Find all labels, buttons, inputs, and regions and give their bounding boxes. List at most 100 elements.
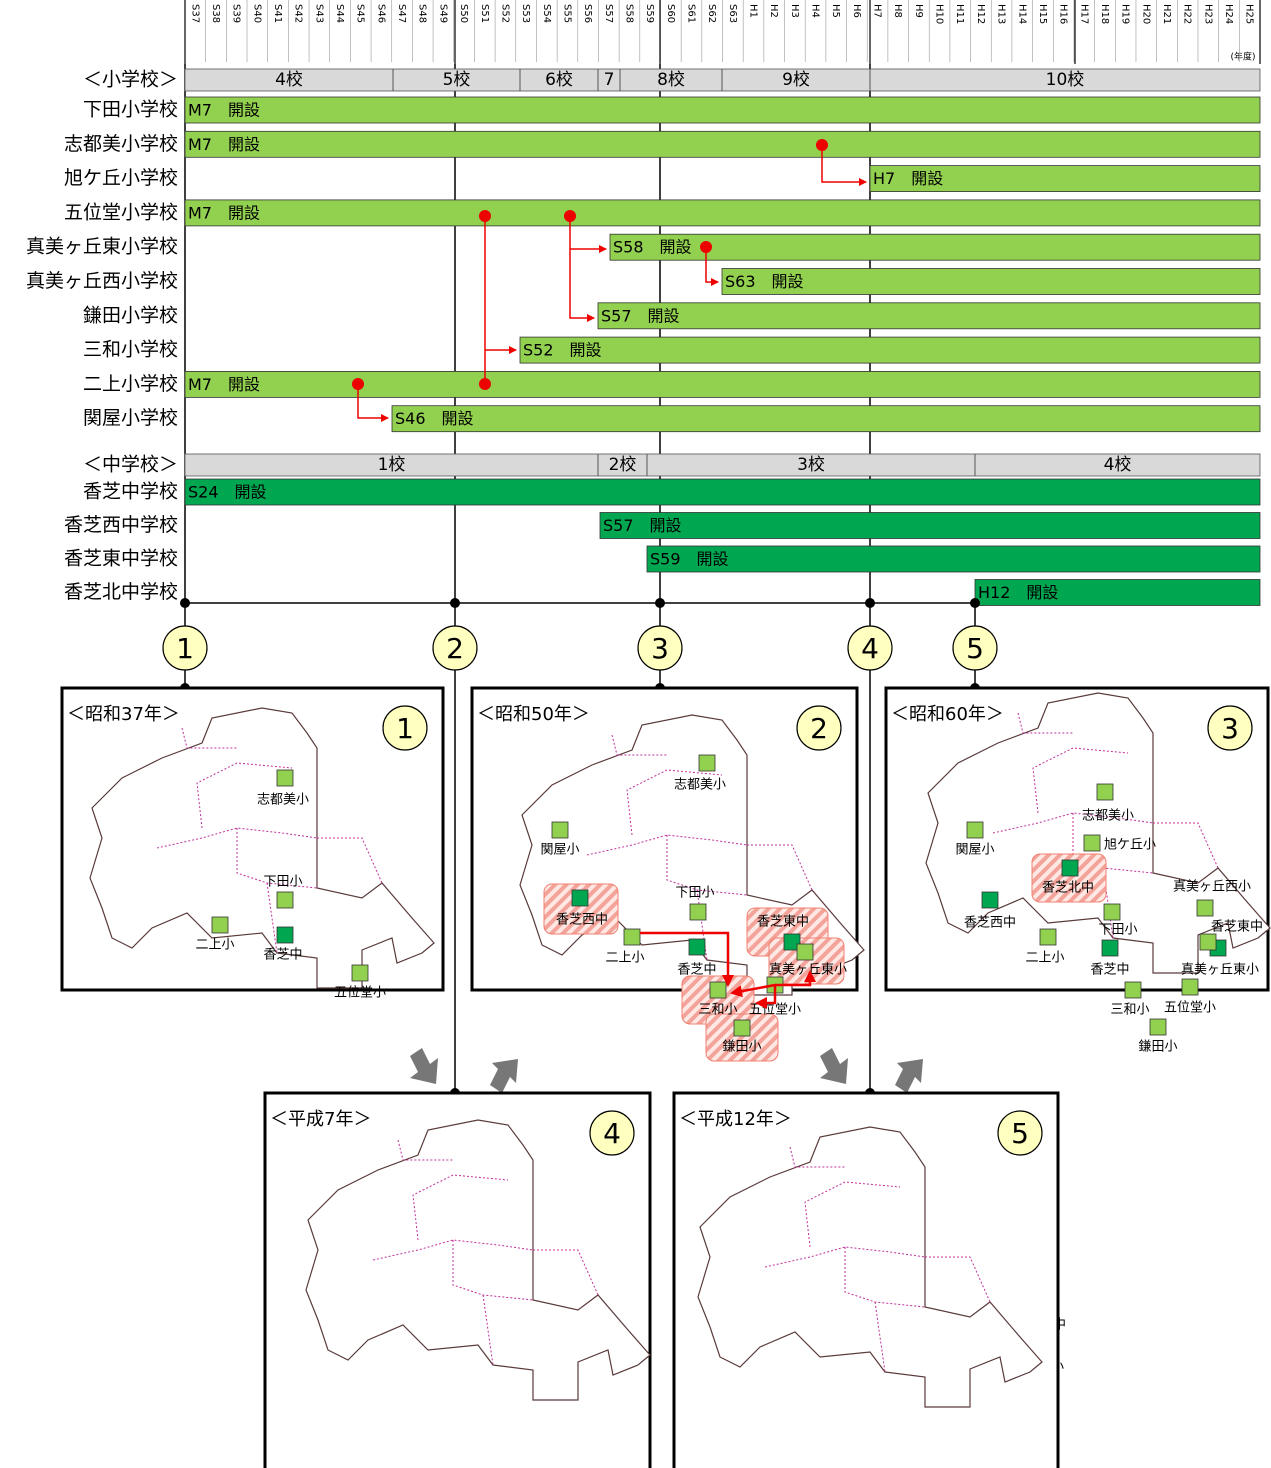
map-arrow <box>640 931 734 987</box>
milestone-badge <box>952 625 998 671</box>
school-marker <box>1181 978 1199 996</box>
milestone-number: 4 <box>861 632 879 665</box>
split-arrow <box>705 247 719 286</box>
bar-label: S52 開設 <box>523 341 602 360</box>
map-arrow <box>730 983 776 998</box>
milestone-badge <box>432 625 478 671</box>
school-label: 志都美小 <box>257 793 309 808</box>
school-marker <box>698 754 716 772</box>
year-label: H13 <box>996 4 1007 24</box>
school-marker <box>1124 981 1142 999</box>
count-band <box>184 453 1261 477</box>
year-label: H16 <box>1058 4 1069 24</box>
year-label: H8 <box>892 4 903 18</box>
district-line <box>181 727 237 749</box>
bar-label: M7 開設 <box>188 135 260 154</box>
map-arrow <box>775 970 816 987</box>
district-line <box>397 1139 453 1161</box>
map-badge <box>997 1110 1043 1156</box>
year-label: S51 <box>479 4 490 23</box>
milestone-badge <box>162 625 208 671</box>
school-marker <box>966 821 984 839</box>
school-marker <box>276 891 294 909</box>
split-arrow <box>821 145 867 186</box>
new-school-highlight <box>543 883 619 935</box>
school-label: 二上小 <box>605 951 644 966</box>
year-label: H4 <box>810 4 821 18</box>
bar-label: S24 開設 <box>188 483 267 502</box>
map-title: ＜平成12年＞ <box>679 1109 792 1130</box>
year-label: S48 <box>417 4 428 23</box>
school-bar <box>184 370 1261 398</box>
count-label: 4校 <box>1104 455 1132 475</box>
district-line <box>804 1181 901 1248</box>
year-label: S57 <box>603 4 614 23</box>
year-label: H10 <box>934 4 945 24</box>
year-label: H9 <box>913 4 924 18</box>
school-bar <box>597 302 1261 330</box>
school-label: 五位堂小 <box>334 986 386 1001</box>
school-label: 三和小 <box>1110 1003 1149 1018</box>
year-label: S45 <box>355 4 366 23</box>
bar-label: H7 開設 <box>873 169 943 188</box>
school-name: 五位堂小学校 <box>64 201 178 223</box>
split-dot <box>352 378 364 390</box>
school-label: 二上小 <box>195 938 234 953</box>
year-label: S37 <box>189 4 200 23</box>
split-dot <box>479 210 491 222</box>
map-title: ＜昭和37年＞ <box>67 704 180 725</box>
district-line <box>844 1247 926 1308</box>
map-outline <box>925 692 1271 974</box>
milestone-dot <box>970 598 980 608</box>
school-marker <box>211 916 229 934</box>
group-heading: ＜中学校＞ <box>83 454 178 476</box>
bar-label: S59 開設 <box>650 550 729 569</box>
year-label: S53 <box>520 4 531 23</box>
new-school-highlight <box>705 1013 779 1062</box>
year-label: H1 <box>748 4 759 18</box>
school-label: 香芝北中 <box>1042 880 1094 896</box>
year-label: S54 <box>541 4 552 23</box>
year-label: S60 <box>665 4 676 23</box>
map-number: 5 <box>1011 1117 1029 1150</box>
milestone-number: 1 <box>176 632 194 665</box>
count-label: 7 <box>604 70 615 90</box>
milestone-number: 5 <box>966 632 984 665</box>
year-label: H3 <box>789 4 800 18</box>
district-line <box>236 828 318 889</box>
school-bar <box>391 405 1261 433</box>
school-label: 下田小 <box>675 886 714 901</box>
school-bar <box>184 199 1261 227</box>
transition-arrow <box>895 1059 923 1093</box>
school-label: 旭ケ丘小 <box>1104 838 1156 853</box>
milestone-dot <box>865 598 875 608</box>
milestone-dot <box>450 598 460 608</box>
bar-label: S63 開設 <box>725 272 804 291</box>
milestone-badge <box>847 625 893 671</box>
district-line <box>452 1240 534 1301</box>
year-label: S59 <box>644 4 655 23</box>
school-marker <box>733 1019 751 1037</box>
bar-label: M7 開設 <box>188 203 260 222</box>
district-line <box>1153 822 1219 869</box>
transition-arrow <box>490 1059 518 1093</box>
count-label: 2校 <box>609 455 637 475</box>
year-label: S52 <box>499 4 510 23</box>
school-bar <box>599 512 1261 539</box>
year-label: H15 <box>1037 4 1048 24</box>
transition-arrow <box>820 1048 848 1084</box>
school-marker <box>276 769 294 787</box>
count-label: 9校 <box>782 70 810 90</box>
school-label: 香芝中 <box>263 947 302 963</box>
milestone-dot <box>180 598 190 608</box>
school-marker <box>1149 1018 1167 1036</box>
bar-label: S46 開設 <box>395 409 474 428</box>
school-label: 香芝東中 <box>1211 919 1263 935</box>
school-marker <box>1096 783 1114 801</box>
school-marker <box>1061 859 1079 877</box>
district-line <box>196 762 293 829</box>
school-name: 鎌田小学校 <box>83 304 178 326</box>
map-badge <box>1207 705 1253 751</box>
year-label: S38 <box>210 4 221 23</box>
